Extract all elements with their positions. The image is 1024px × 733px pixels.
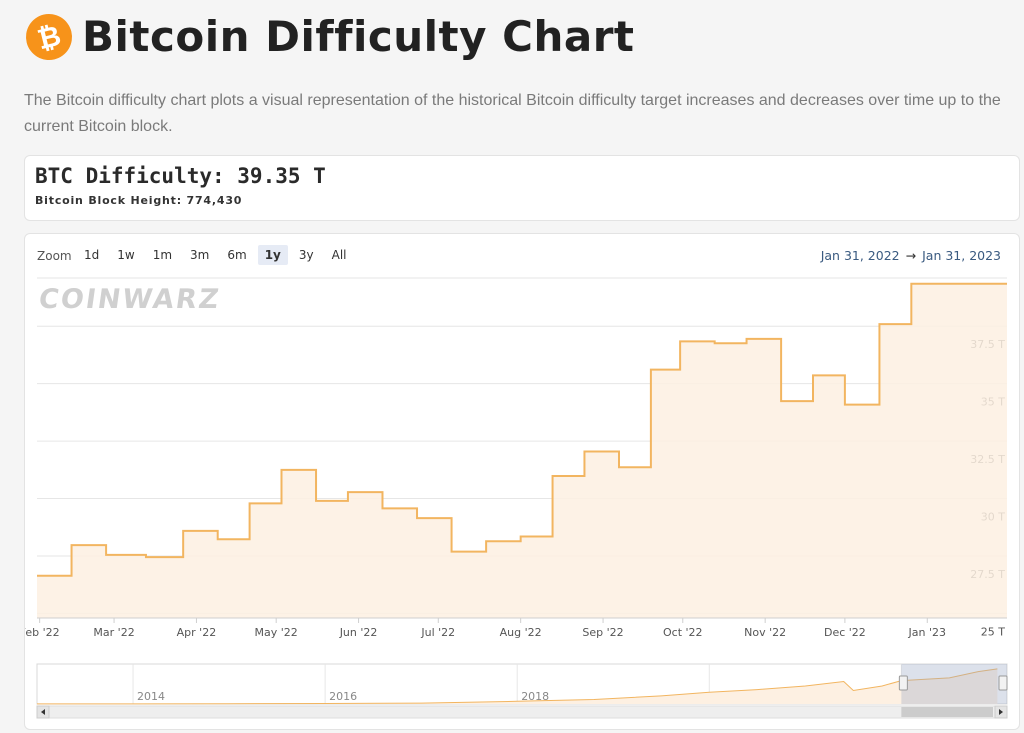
x-tick-label: Feb '22 xyxy=(25,626,60,639)
zoom-buttons: 1d 1w 1m 3m 6m 1y 3y All xyxy=(77,245,358,265)
navigator-area xyxy=(37,668,998,704)
range-to[interactable]: Jan 31, 2023 xyxy=(922,248,1001,263)
navigator-line xyxy=(36,668,998,705)
zoom-button-6m[interactable]: 6m xyxy=(227,248,247,262)
zoom-button-3m[interactable]: 3m xyxy=(190,248,210,262)
x-tick-label: May '22 xyxy=(255,626,298,639)
x-tick-label: Sep '22 xyxy=(582,626,623,639)
navigator-year-label: 2018 xyxy=(521,690,549,703)
x-tick-label: Apr '22 xyxy=(177,626,217,639)
page-header: ₿ Bitcoin Difficulty Chart xyxy=(21,8,635,65)
page-title: Bitcoin Difficulty Chart xyxy=(82,12,635,61)
range-arrow-icon: → xyxy=(905,248,917,263)
difficulty-summary-card: BTC Difficulty: 39.35 T Bitcoin Block He… xyxy=(24,155,1020,221)
x-tick-label: Jun '22 xyxy=(339,626,378,639)
zoom-button-1d[interactable]: 1d xyxy=(84,248,100,262)
bitcoin-logo-icon: ₿ xyxy=(21,8,77,65)
navigator-selection[interactable] xyxy=(901,664,1007,704)
scroll-left-arrow-icon xyxy=(41,709,45,715)
zoom-button-1m[interactable]: 1m xyxy=(152,248,173,262)
scrollbar-thumb[interactable] xyxy=(901,707,993,717)
x-tick-label: Oct '22 xyxy=(663,626,703,639)
scroll-right-arrow-icon xyxy=(999,709,1003,715)
date-range: Jan 31, 2022 → Jan 31, 2023 xyxy=(821,248,1001,263)
navigator-right-handle[interactable] xyxy=(998,675,1008,691)
zoom-label: Zoom xyxy=(37,249,72,263)
x-tick-label: Jan '23 xyxy=(908,626,946,639)
x-tick-label: Mar '22 xyxy=(93,626,134,639)
x-tick-label: Aug '22 xyxy=(500,626,542,639)
zoom-button-3y[interactable]: 3y xyxy=(298,248,314,262)
intro-text: The Bitcoin difficulty chart plots a vis… xyxy=(24,92,1001,135)
difficulty-value: BTC Difficulty: 39.35 T xyxy=(35,164,326,188)
difficulty-area-fill xyxy=(37,283,1007,618)
zoom-button-1y[interactable]: 1y xyxy=(257,245,288,265)
navigator-year-label: 2016 xyxy=(329,690,357,703)
difficulty-series-line xyxy=(37,282,1007,577)
chart-card: Zoom 1d 1w 1m 3m 6m 1y 3y All Jan 31, 20… xyxy=(24,233,1020,730)
x-tick-label: Jul '22 xyxy=(420,626,455,639)
navigator-left-handle[interactable] xyxy=(898,675,908,691)
block-height: Bitcoin Block Height: 774,430 xyxy=(35,194,243,207)
zoom-button-1w[interactable]: 1w xyxy=(117,248,135,262)
zoom-button-all[interactable]: All xyxy=(331,248,347,262)
y-tick-label: 25 T xyxy=(981,625,1005,638)
x-tick-label: Nov '22 xyxy=(744,626,786,639)
range-from[interactable]: Jan 31, 2022 xyxy=(820,248,900,263)
navigator-year-label: 2014 xyxy=(137,690,165,703)
difficulty-chart: 25 T27.5 T30 T32.5 T35 T37.5 TFeb '22Mar… xyxy=(25,277,1008,719)
x-tick-label: Dec '22 xyxy=(824,626,866,639)
scrollbar-track xyxy=(36,705,1008,719)
